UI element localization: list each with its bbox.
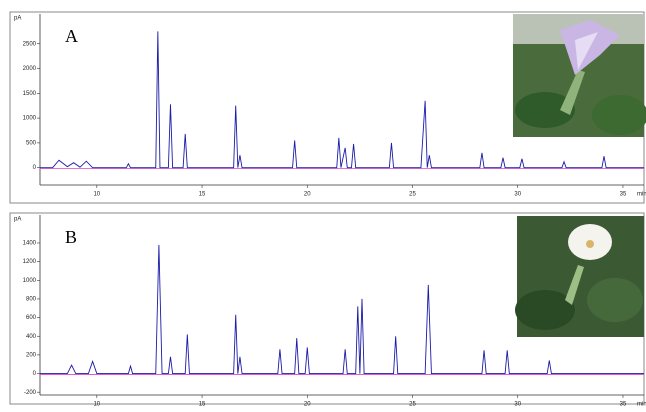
y-tick-label: 800 bbox=[26, 297, 37, 303]
x-tick-label: 10 bbox=[93, 192, 100, 198]
y-tick-label: 1500 bbox=[23, 91, 37, 97]
y-tick-label: 1000 bbox=[23, 116, 37, 122]
y-tick-label: 1400 bbox=[23, 241, 37, 247]
y-tick-label: 600 bbox=[26, 315, 37, 321]
x-tick-label: 10 bbox=[93, 402, 100, 408]
x-axis-label: min bbox=[637, 402, 646, 408]
y-tick-label: 400 bbox=[26, 334, 37, 340]
panel-label: A bbox=[65, 26, 78, 46]
x-axis-label: min bbox=[637, 192, 646, 198]
x-tick-label: 35 bbox=[620, 192, 627, 198]
x-tick-label: 25 bbox=[409, 192, 416, 198]
y-tick-label: 1200 bbox=[23, 259, 37, 265]
x-tick-label: 20 bbox=[304, 192, 311, 198]
y-axis-label: pA bbox=[14, 16, 21, 22]
panel-label: B bbox=[65, 227, 77, 247]
y-tick-label: -200 bbox=[24, 390, 37, 396]
x-tick-label: 30 bbox=[514, 402, 521, 408]
y-tick-label: 200 bbox=[26, 352, 37, 358]
x-tick-label: 30 bbox=[514, 192, 521, 198]
y-tick-label: 0 bbox=[33, 165, 37, 171]
y-tick-label: 2500 bbox=[23, 41, 37, 47]
y-tick-label: 2000 bbox=[23, 66, 37, 72]
chromatogram-line bbox=[40, 244, 644, 374]
x-tick-label: 20 bbox=[304, 402, 311, 408]
x-tick-label: 35 bbox=[620, 402, 627, 408]
y-tick-label: 1000 bbox=[23, 278, 37, 284]
x-tick-label: 15 bbox=[199, 402, 206, 408]
x-tick-label: 25 bbox=[409, 402, 416, 408]
y-tick-label: 500 bbox=[26, 140, 37, 146]
y-tick-label: 0 bbox=[33, 371, 37, 377]
flower-photo bbox=[513, 14, 646, 137]
x-tick-label: 15 bbox=[199, 192, 206, 198]
chromatogram-line bbox=[40, 31, 644, 169]
flower-photo bbox=[515, 216, 644, 337]
y-axis-label: pA bbox=[14, 217, 21, 223]
